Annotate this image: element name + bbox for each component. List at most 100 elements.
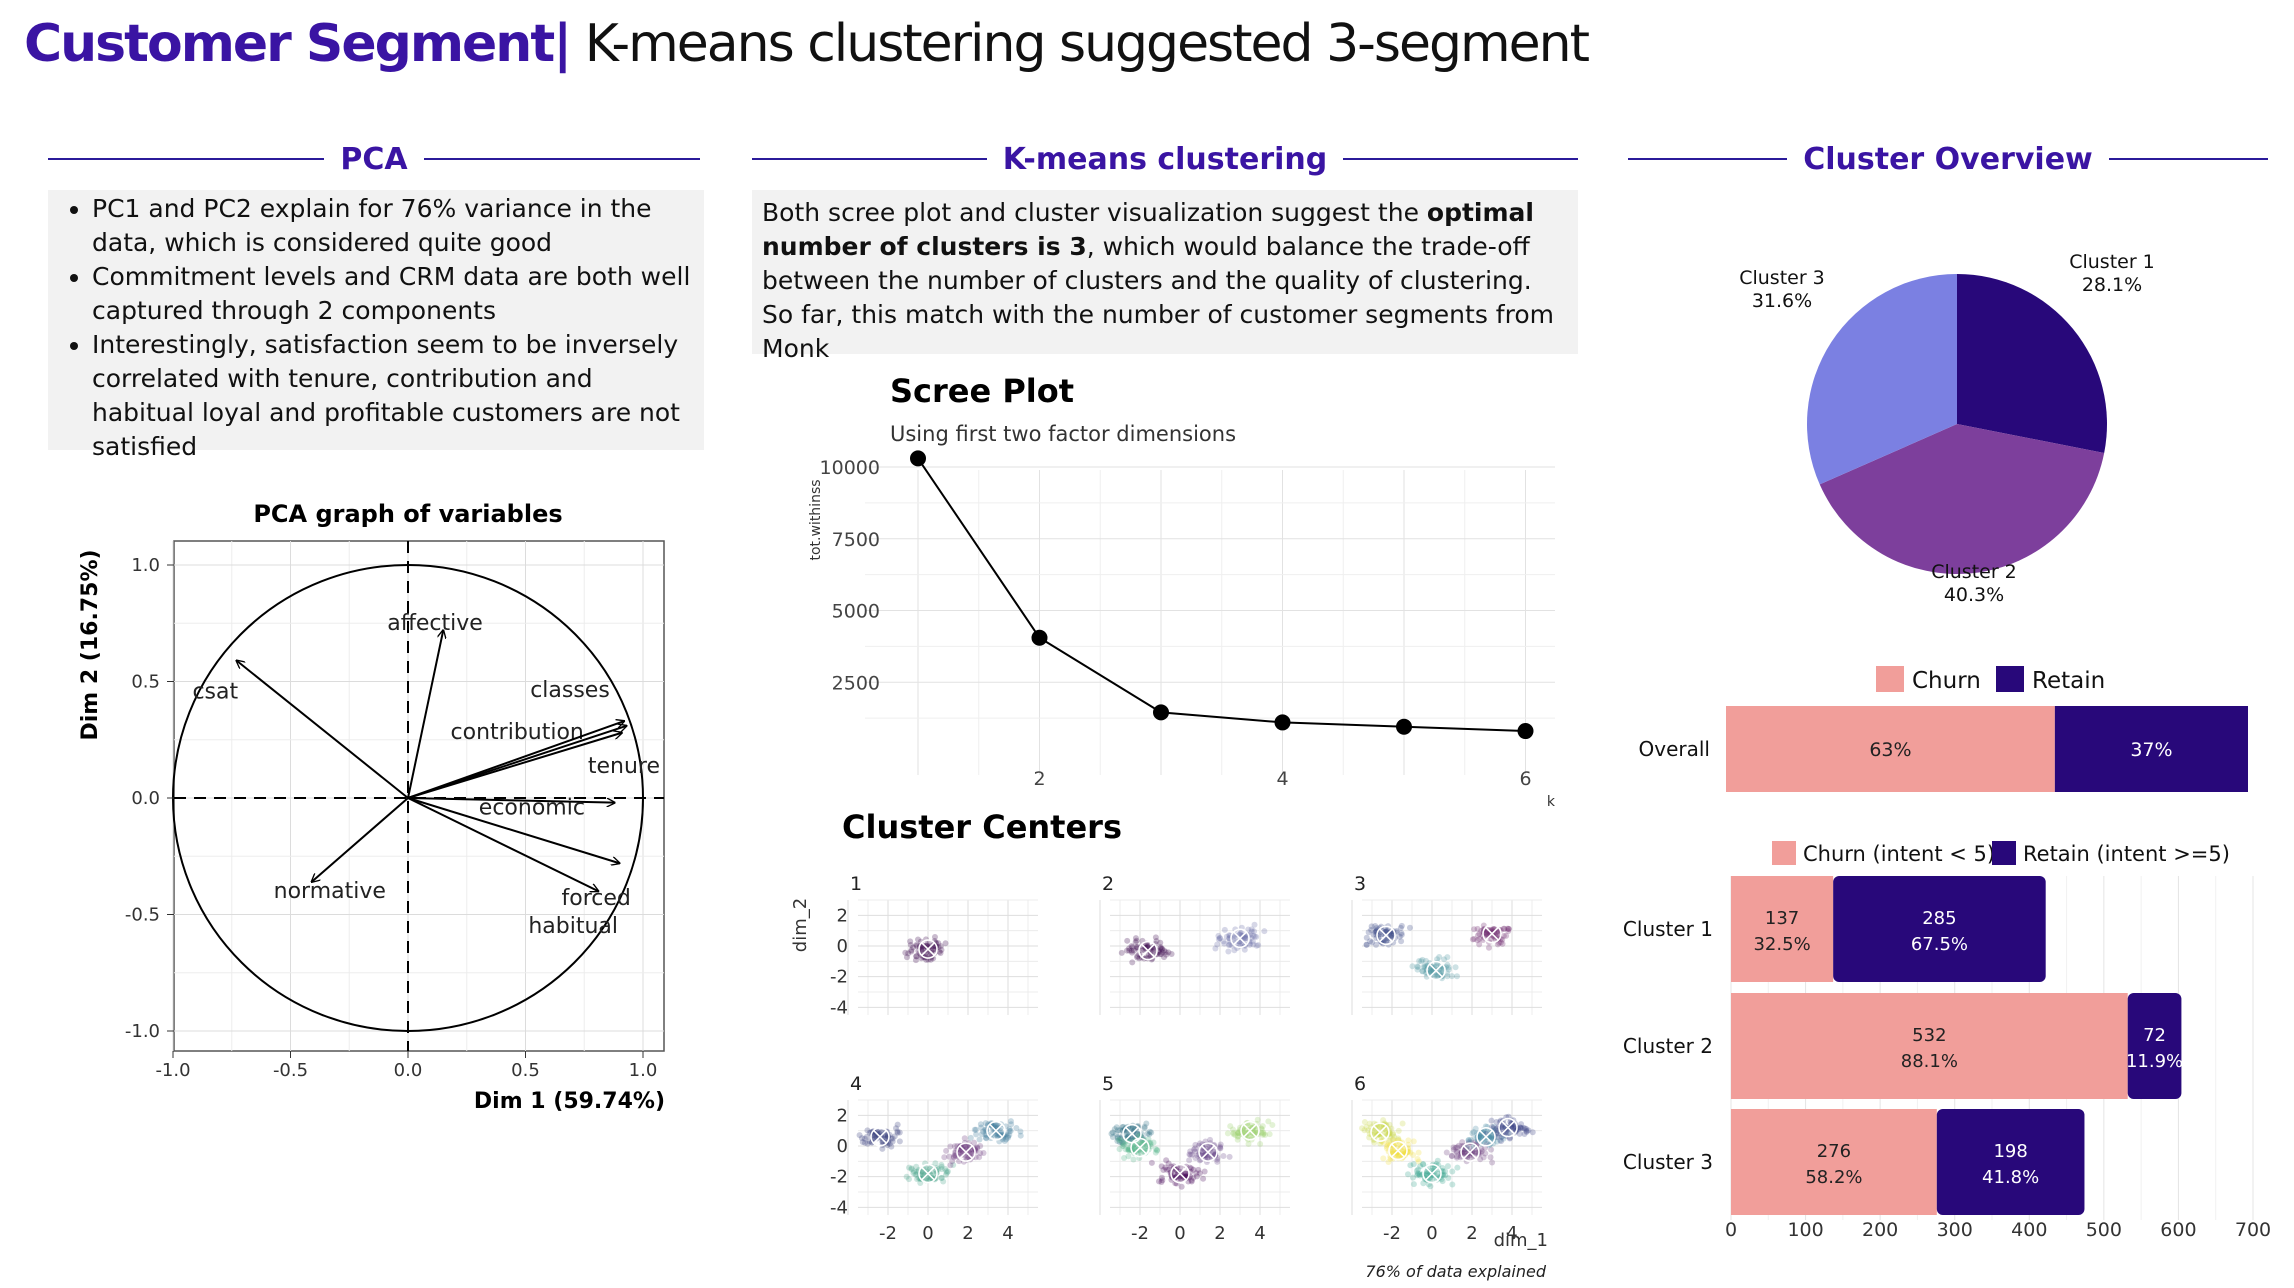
cluster-point <box>1400 1148 1407 1155</box>
cluster-point <box>1443 1149 1450 1156</box>
cluster-point <box>1189 1151 1196 1158</box>
cluster-point <box>1521 1131 1528 1138</box>
cluster-point <box>1157 939 1164 946</box>
cluster-point <box>889 1138 896 1145</box>
cluster-point <box>1265 1118 1272 1125</box>
cluster-point <box>1428 964 1435 971</box>
cluster-point <box>1258 1126 1265 1133</box>
legend-label: Retain (intent >=5) <box>2023 842 2230 866</box>
cluster-point <box>1186 1151 1193 1158</box>
cluster-point <box>1488 1146 1495 1153</box>
cluster-x-tick-label: 4 <box>1254 1223 1265 1244</box>
cluster-point <box>1450 1144 1457 1151</box>
cluster-point <box>1245 1141 1252 1148</box>
cluster-point <box>972 1126 979 1133</box>
cluster-point <box>923 943 930 950</box>
cluster-point <box>1200 1175 1207 1182</box>
cluster-point <box>908 948 915 955</box>
cluster-point <box>1144 942 1151 949</box>
pca-ticks: -1.0 -0.5 0.0 0.5 1.0 1.0 0.5 0.0 -0.5 -1.0 <box>125 555 657 1081</box>
cluster-point <box>1195 1166 1202 1173</box>
cluster-center-cross <box>1243 1124 1257 1138</box>
cluster-bar-x-tick-label: 300 <box>1937 1219 1973 1241</box>
cluster-point <box>1214 1158 1221 1165</box>
cluster-point <box>1177 1164 1184 1171</box>
cluster-point <box>1257 1141 1264 1148</box>
scree-point <box>1517 723 1534 740</box>
cluster-point <box>1148 1129 1155 1136</box>
cluster-bar-category-label: Cluster 2 <box>1623 1034 1713 1058</box>
cluster-point <box>1488 1133 1495 1140</box>
cluster-point <box>1226 1153 1233 1160</box>
cluster-x-tick-label: 0 <box>1174 1223 1185 1244</box>
cluster-panel-label: 4 <box>850 1073 862 1095</box>
cluster-point <box>966 1147 973 1154</box>
scree-series-line <box>917 457 1526 733</box>
cluster-point <box>1190 1146 1197 1153</box>
pie-slice-cluster-1 <box>1957 274 2107 454</box>
cluster-center-marker <box>1138 940 1158 961</box>
cluster-point <box>1414 963 1421 970</box>
pca-vector-label: tenure <box>588 754 660 779</box>
cluster-point <box>1398 938 1405 945</box>
cluster-point <box>942 1166 949 1173</box>
cluster-point <box>1428 969 1435 976</box>
cluster-point <box>983 1135 990 1142</box>
cluster-point <box>1216 934 1223 941</box>
cluster-point <box>1157 945 1164 952</box>
cluster-point <box>1499 940 1506 947</box>
cluster-point <box>1474 932 1481 939</box>
cluster-point <box>1455 1142 1462 1149</box>
pca-y-tick-label: -1.0 <box>125 1021 160 1042</box>
cluster-point <box>1261 928 1268 935</box>
cluster-y-tick-label: -4 <box>830 1197 848 1218</box>
pca-vector-label: csat <box>192 680 238 705</box>
cluster-point <box>1438 966 1445 973</box>
cluster-point <box>1485 932 1492 939</box>
cluster-point <box>1420 1161 1427 1168</box>
cluster-point <box>913 953 920 960</box>
cluster-point <box>1129 1125 1136 1132</box>
cluster-point <box>1158 945 1165 952</box>
cluster-point <box>1415 1158 1422 1165</box>
cluster-point <box>1434 1157 1441 1164</box>
cluster-point <box>1368 927 1375 934</box>
cluster-x-tick-label: -2 <box>1131 1223 1149 1244</box>
cluster-point <box>1235 1133 1242 1140</box>
cluster-x-tick-label: 2 <box>1214 1223 1225 1244</box>
pca-vector-affective <box>407 630 443 799</box>
cluster-point <box>1177 1168 1184 1175</box>
cluster-point <box>1163 1166 1170 1173</box>
cluster-point <box>971 1126 978 1133</box>
cluster-point <box>1418 958 1425 965</box>
pie-slice-cluster-2 <box>1819 424 2105 574</box>
cluster-center-cross <box>1485 927 1499 941</box>
cluster-point <box>1007 1118 1014 1125</box>
cluster-point <box>1155 1178 1162 1185</box>
cluster-point <box>1442 1168 1449 1175</box>
cluster-point <box>928 948 935 955</box>
cluster-point <box>1116 1139 1123 1146</box>
cluster-point <box>1454 1164 1461 1171</box>
cluster-point <box>1192 1154 1199 1161</box>
cluster-point <box>1150 946 1157 953</box>
cluster-point <box>1398 930 1405 937</box>
cluster-point <box>1226 941 1233 948</box>
cluster-point <box>1017 1128 1024 1135</box>
cluster-point <box>1165 1160 1172 1167</box>
cluster-center-marker <box>1422 1163 1442 1184</box>
cluster-point <box>1188 1165 1195 1172</box>
cluster-center-cross <box>1173 1167 1187 1181</box>
cluster-point <box>930 946 937 953</box>
cluster-point <box>1119 1143 1126 1150</box>
cluster-point <box>1421 962 1428 969</box>
pca-x-tick-label: -0.5 <box>273 1060 308 1081</box>
cluster-point <box>1500 1135 1507 1142</box>
cluster-point <box>913 1163 920 1170</box>
pie-label: Cluster 2 <box>1931 561 2017 583</box>
pca-y-tick-label: 0.0 <box>131 788 160 809</box>
cluster-point <box>1436 954 1443 961</box>
cluster-bar-row: 532 88.1% 72 11.9% Cluster 2 <box>1623 993 2183 1099</box>
cluster-point <box>908 947 915 954</box>
cluster-point <box>1111 1126 1118 1133</box>
